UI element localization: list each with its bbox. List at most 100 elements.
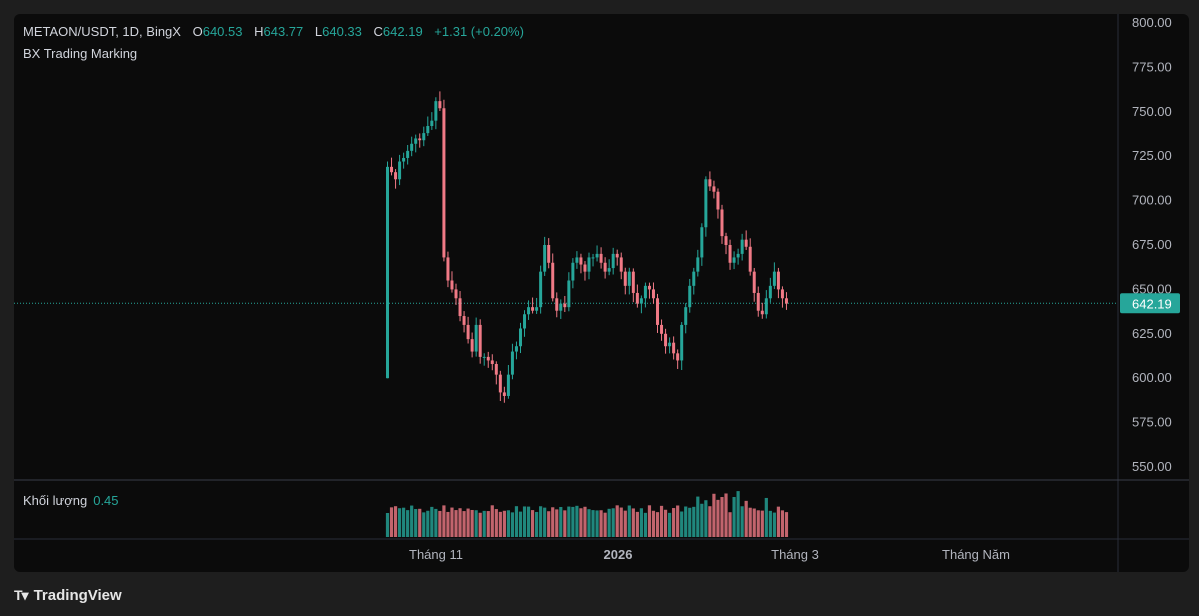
candle-body	[386, 166, 389, 379]
volume-bar	[414, 508, 418, 537]
candle-body	[402, 157, 406, 162]
candle-body	[772, 271, 776, 286]
price-tick-label: 700.00	[1132, 193, 1172, 208]
volume-bar	[756, 510, 760, 537]
candle-body	[712, 186, 716, 192]
volume-bar	[518, 511, 523, 537]
candle-body	[518, 328, 522, 347]
volume-bar	[623, 510, 627, 537]
candle-body	[478, 324, 482, 357]
volume-bar	[696, 496, 700, 537]
candle-body	[567, 280, 571, 308]
candle-body	[555, 298, 559, 311]
symbol-legend: METAON/USDT, 1D, BingX O640.53 H643.77 L…	[23, 24, 524, 39]
volume-bar	[672, 508, 676, 537]
high-label: H	[254, 24, 264, 39]
candle-body	[390, 166, 394, 173]
volume-bar	[591, 510, 595, 537]
candle-body	[684, 307, 688, 325]
candle-body	[603, 262, 607, 272]
price-axis[interactable]: 800.00 775.00 750.00 725.00 700.00 675.00 650.…	[1120, 15, 1180, 474]
candle-body	[647, 285, 651, 290]
volume-bar	[752, 508, 756, 537]
candle-body	[764, 298, 768, 315]
volume-bar	[526, 506, 531, 537]
candle-body	[510, 351, 514, 375]
candle-body	[623, 271, 627, 286]
tradingview-brand[interactable]: T▾ TradingView	[14, 584, 122, 606]
volume-bar	[684, 506, 688, 537]
time-axis[interactable]: Tháng 11 2026 Tháng 3 Tháng Năm	[409, 547, 1010, 562]
change-value: +1.31 (+0.20%)	[434, 24, 524, 39]
volume-value: 0.45	[93, 493, 119, 508]
volume-bar	[555, 509, 559, 537]
volume-bar	[385, 513, 390, 537]
candle-body	[635, 292, 639, 304]
candle-body	[704, 179, 708, 228]
candle-body	[571, 262, 575, 281]
volume-bar	[434, 508, 438, 537]
candle-body	[595, 253, 599, 258]
candle-body	[724, 236, 728, 245]
volume-bar	[567, 506, 571, 537]
price-tick-label: 775.00	[1132, 59, 1172, 74]
volume-bar	[603, 512, 607, 537]
chart-grid	[14, 14, 1189, 572]
volume-bar	[510, 512, 515, 537]
volume-bar	[772, 512, 776, 537]
volume-bar	[539, 506, 543, 537]
volume-bar	[450, 507, 454, 537]
volume-bar	[784, 512, 789, 537]
volume-bar	[688, 507, 692, 537]
candle-body	[587, 257, 591, 272]
volume-bar	[575, 505, 579, 537]
candle-body	[470, 339, 474, 352]
symbol-title[interactable]: METAON/USDT, 1D, BingX	[23, 24, 181, 39]
candlestick-chart[interactable]: 800.00 775.00 750.00 725.00 700.00 675.00 650.…	[14, 14, 1189, 572]
candle-body	[599, 253, 603, 263]
candle-body	[462, 316, 466, 325]
close-value: 642.19	[382, 24, 423, 39]
price-tick-label: 800.00	[1132, 15, 1172, 30]
last-price-badge	[1120, 293, 1180, 314]
volume-bar	[776, 506, 781, 537]
volume-bar	[700, 503, 704, 537]
volume-bar	[764, 497, 768, 537]
volume-bar	[655, 512, 660, 537]
candle-body	[454, 289, 458, 299]
volume-bar	[530, 510, 535, 537]
candle-body	[458, 298, 462, 317]
volume-bar	[712, 493, 716, 537]
candle-body	[486, 356, 490, 361]
chart-frame[interactable]: 800.00 775.00 750.00 725.00 700.00 675.00 650.…	[14, 14, 1189, 572]
indicator-legend[interactable]: BX Trading Marking	[23, 46, 138, 61]
candle-body	[591, 257, 595, 259]
volume-bar	[514, 506, 519, 537]
candle-body	[768, 285, 772, 299]
candle-body	[784, 298, 788, 304]
candle-body	[696, 257, 700, 272]
price-tick-label: 575.00	[1132, 415, 1172, 430]
candle-body	[680, 324, 684, 361]
volume-bar	[551, 507, 555, 537]
candle-body	[494, 363, 498, 375]
candle-body	[708, 179, 712, 187]
candle-body	[660, 324, 664, 334]
low-value: 640.33	[322, 24, 362, 39]
volume-bar	[393, 506, 398, 537]
volume-bar	[716, 499, 720, 537]
volume-bar	[389, 507, 394, 537]
candle-body	[502, 392, 506, 396]
candle-body	[535, 307, 539, 311]
volume-bar	[430, 506, 434, 537]
volume-legend[interactable]: Khối lượng 0.45	[23, 493, 119, 508]
candle-body	[639, 298, 643, 304]
price-tick-label: 650.00	[1132, 281, 1172, 296]
candle-body	[563, 303, 567, 308]
candle-body	[426, 126, 430, 134]
volume-bar	[490, 505, 494, 537]
volume-bar	[406, 510, 410, 537]
candle-body	[756, 292, 760, 311]
volume-bar	[438, 510, 442, 537]
volume-bar	[627, 505, 631, 537]
